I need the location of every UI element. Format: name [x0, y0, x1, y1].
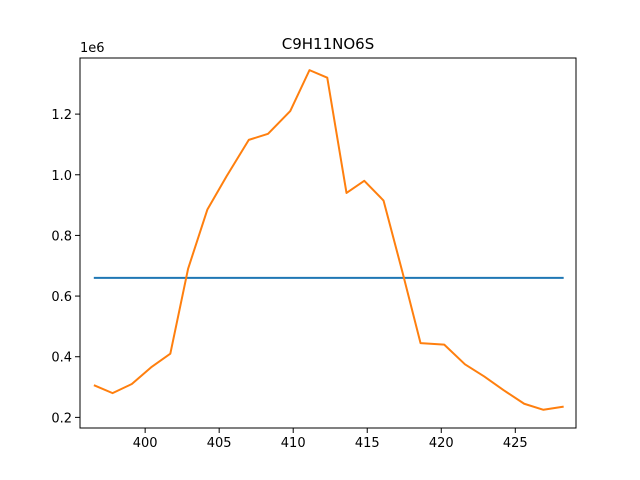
- y-axis: 0.2 0.4 0.6 0.8 1.0 1.2: [51, 108, 80, 426]
- y-tick-label: 0.2: [51, 411, 72, 426]
- x-axis: 400 405 410 415 420 425: [133, 428, 528, 451]
- x-tick-label: 410: [281, 436, 306, 451]
- series-line-2: [93, 69, 564, 411]
- x-tick-label: 400: [133, 436, 158, 451]
- y-axis-offset-label: 1e6: [80, 41, 105, 56]
- x-tick-label: 415: [355, 436, 380, 451]
- y-tick-label: 0.4: [51, 351, 72, 366]
- y-tick-label: 0.6: [51, 290, 72, 305]
- x-tick-label: 405: [207, 436, 232, 451]
- x-tick-label: 425: [503, 436, 528, 451]
- x-tick-label: 420: [429, 436, 454, 451]
- plot-frame: [79, 57, 577, 429]
- series-layer: [93, 69, 564, 411]
- y-tick-label: 0.8: [51, 229, 72, 244]
- y-tick-label: 1.0: [51, 169, 72, 184]
- chart-title: C9H11NO6S: [282, 35, 374, 53]
- y-tick-label: 1.2: [51, 108, 72, 123]
